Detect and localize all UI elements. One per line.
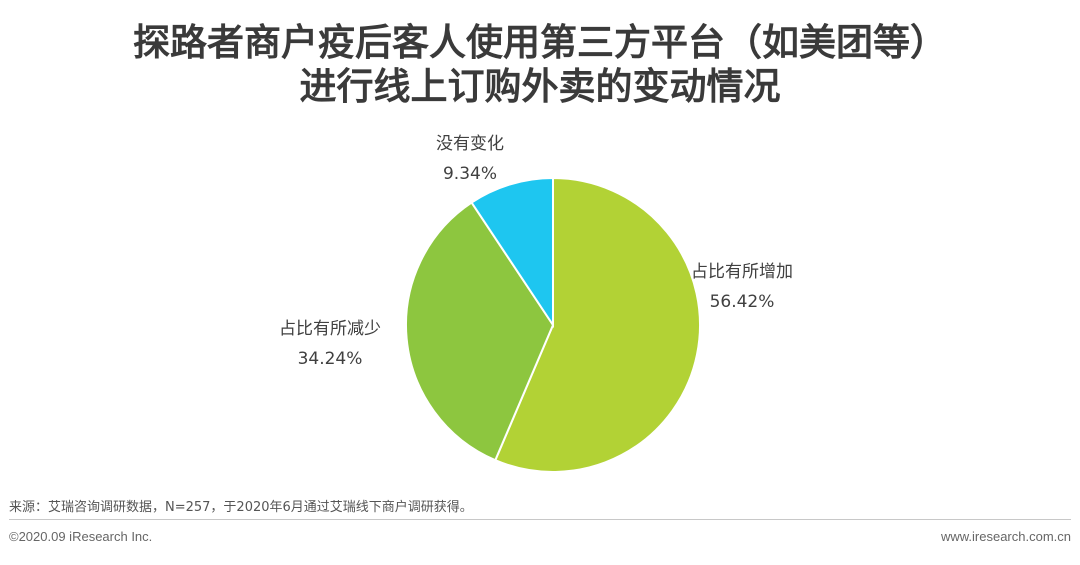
- slice-value-3: 9.34%: [443, 164, 497, 184]
- website-link[interactable]: www.iresearch.com.cn: [940, 529, 1071, 544]
- slice-label-1: 占比有所增加: [691, 262, 793, 282]
- slice-label-2: 占比有所减少: [279, 319, 381, 339]
- pie-slice-1: [493, 176, 702, 473]
- source-note: 来源：艾瑞咨询调研数据，N=257，于2020年6月通过艾瑞线下商户调研获得。: [9, 500, 473, 515]
- pie-slice-2: [405, 201, 555, 462]
- chart-title-line-1: 探路者商户疫后客人使用第三方平台（如美团等）: [133, 21, 947, 64]
- chart-title-line-2: 进行线上订购外卖的变动情况: [299, 65, 781, 108]
- copyright-text: ©2020.09 iResearch Inc.: [9, 529, 153, 544]
- pie-slice-3: [470, 176, 554, 329]
- slice-value-1: 56.42%: [710, 292, 775, 312]
- slice-value-2: 34.24%: [298, 349, 363, 369]
- footer-divider: [9, 519, 1071, 520]
- slice-label-3: 没有变化: [436, 134, 504, 154]
